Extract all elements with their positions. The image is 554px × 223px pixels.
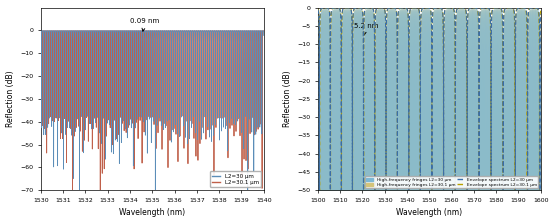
Legend: L2=30 μm, L2=30.1 μm: L2=30 μm, L2=30.1 μm bbox=[209, 171, 261, 188]
Legend: High-frequency fringes L2=30 μm, High-frequency fringes L2=30.1 μm, Envelope spe: High-frequency fringes L2=30 μm, High-fr… bbox=[365, 176, 538, 188]
X-axis label: Wavelength (nm): Wavelength (nm) bbox=[119, 209, 186, 217]
Y-axis label: Reflection (dB): Reflection (dB) bbox=[6, 71, 14, 127]
Text: 5.2 nm: 5.2 nm bbox=[353, 23, 378, 35]
Text: 0.09 nm: 0.09 nm bbox=[130, 18, 159, 31]
Y-axis label: Reflection (dB): Reflection (dB) bbox=[283, 71, 291, 127]
X-axis label: Wavelength (nm): Wavelength (nm) bbox=[396, 209, 463, 217]
